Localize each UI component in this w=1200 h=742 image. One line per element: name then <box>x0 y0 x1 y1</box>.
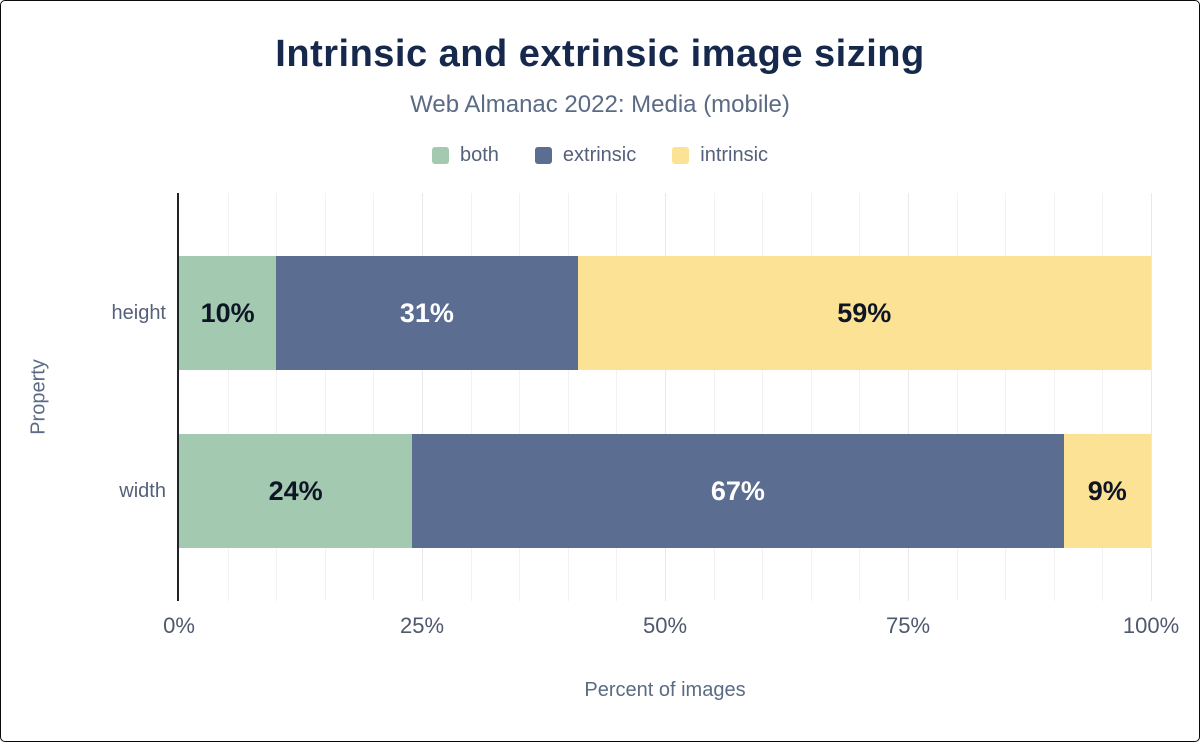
bar-row: 10% 31% 59% <box>179 256 1151 370</box>
chart-subtitle: Web Almanac 2022: Media (mobile) <box>410 91 790 118</box>
bar-row: 24% 67% 9% <box>179 434 1151 548</box>
x-tick-label: 100% <box>1122 613 1180 638</box>
y-axis-title: Property <box>27 359 50 435</box>
gridline <box>859 193 861 601</box>
gridline <box>373 193 375 601</box>
gridline <box>1102 193 1104 601</box>
gridline <box>810 193 812 601</box>
chart-title: Intrinsic and extrinsic image sizing <box>275 33 925 75</box>
gridline <box>567 193 569 601</box>
bar-segment-intrinsic: 59% <box>577 256 1151 370</box>
gridline <box>1005 193 1007 601</box>
gridline <box>762 193 764 601</box>
gridline <box>1151 193 1152 601</box>
bar-value-label: 9% <box>1087 475 1127 506</box>
legend-label: both <box>459 144 499 166</box>
bar-segment-both: 10% <box>179 256 277 370</box>
bar-value-label: 31% <box>399 297 454 328</box>
bar-segment-extrinsic: 67% <box>412 434 1064 548</box>
legend-label: intrinsic <box>700 144 769 166</box>
legend-swatch-icon <box>431 147 449 164</box>
legend-item-intrinsic: intrinsic <box>672 144 768 167</box>
bar-segment-extrinsic: 31% <box>276 256 578 370</box>
legend-item-extrinsic: extrinsic <box>534 144 637 167</box>
bar-segment-intrinsic: 9% <box>1063 434 1151 548</box>
y-tick-label: height <box>111 302 167 324</box>
x-tick-label: 75% <box>885 613 931 638</box>
gridline <box>616 193 618 601</box>
plot-area: 10% 31% 59% 24% 67% 9% <box>177 193 1152 601</box>
y-axis-line <box>177 193 179 601</box>
bar-segment-both: 24% <box>179 434 413 548</box>
bar-value-label: 67% <box>710 475 765 506</box>
legend-label: extrinsic <box>562 144 637 166</box>
bar-value-label: 24% <box>268 475 323 506</box>
gridline <box>227 193 229 601</box>
legend-swatch-icon <box>534 147 552 164</box>
gridline <box>470 193 472 601</box>
gridline <box>422 193 423 601</box>
x-tick-label: 25% <box>399 613 445 638</box>
x-tick-label: 50% <box>642 613 688 638</box>
gridline <box>956 193 958 601</box>
gridline <box>276 193 278 601</box>
bar-value-label: 10% <box>200 297 255 328</box>
gridline <box>1053 193 1055 601</box>
gridline <box>713 193 715 601</box>
legend-item-both: both <box>431 144 499 167</box>
gridline <box>665 193 666 601</box>
legend: both extrinsic intrinsic <box>1 144 1199 167</box>
x-axis-title: Percent of images <box>584 679 746 701</box>
gridline <box>908 193 909 601</box>
legend-swatch-icon <box>672 147 690 164</box>
bar-value-label: 59% <box>837 297 892 328</box>
gridline <box>519 193 521 601</box>
y-tick-label: width <box>119 480 166 502</box>
gridline <box>324 193 326 601</box>
x-tick-label: 0% <box>163 613 195 638</box>
